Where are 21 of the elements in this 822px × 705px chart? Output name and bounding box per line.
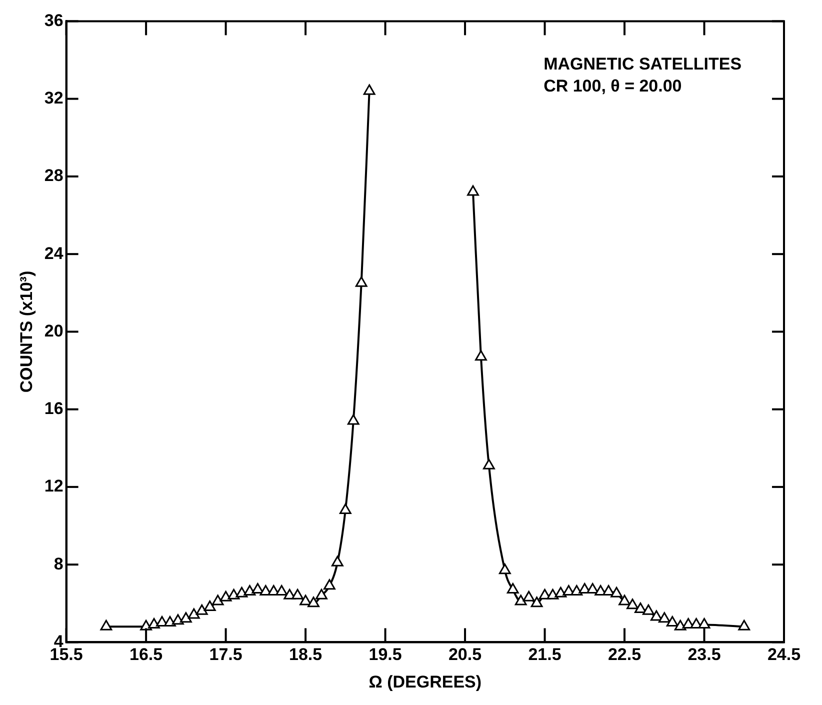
y-tick-label: 24 [44, 244, 64, 263]
x-tick-label: 22.5 [608, 645, 642, 664]
y-tick-label: 36 [44, 10, 64, 30]
x-tick-label: 21.5 [528, 645, 562, 664]
x-tick-label: 23.5 [688, 645, 721, 664]
y-axis-title: COUNTS (x10³) [16, 270, 36, 393]
y-tick-label: 16 [44, 399, 64, 418]
x-tick-label: 16.5 [130, 645, 163, 664]
y-tick-label: 28 [44, 166, 64, 186]
x-tick-label: 19.5 [368, 645, 402, 664]
x-axis-title: Ω (DEGREES) [368, 672, 482, 692]
annotation: MAGNETIC SATELLITES [544, 54, 742, 74]
x-tick-label: 18.5 [288, 645, 322, 664]
y-tick-label: 20 [44, 321, 64, 340]
annotation: CR 100, θ = 20.00 [544, 76, 682, 96]
x-tick-label: 24.5 [767, 645, 801, 664]
y-tick-label: 32 [44, 88, 64, 108]
y-tick-label: 8 [54, 554, 64, 574]
x-tick-label: 17.5 [209, 645, 242, 664]
y-tick-label: 12 [44, 476, 64, 496]
x-tick-label: 20.5 [448, 645, 482, 664]
